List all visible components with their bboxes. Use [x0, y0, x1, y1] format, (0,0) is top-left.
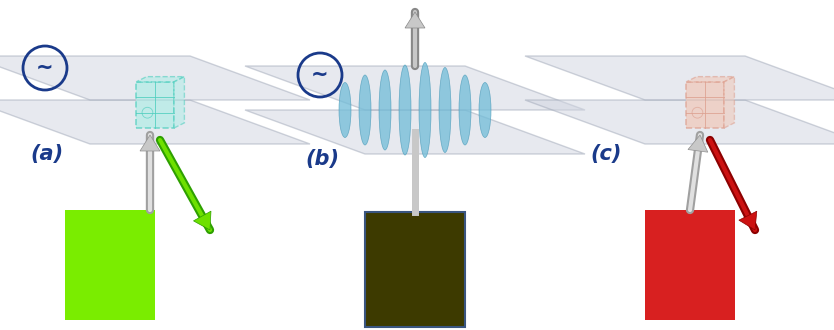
Bar	[65, 210, 155, 320]
Text: ~: ~	[311, 65, 329, 85]
Polygon shape	[174, 77, 184, 128]
Polygon shape	[136, 82, 174, 128]
Polygon shape	[686, 82, 724, 128]
Polygon shape	[686, 77, 735, 82]
Ellipse shape	[459, 75, 471, 145]
Polygon shape	[525, 100, 834, 144]
Text: (a): (a)	[30, 144, 63, 164]
Bar	[645, 210, 735, 320]
Ellipse shape	[339, 82, 351, 138]
Polygon shape	[724, 77, 735, 128]
Polygon shape	[245, 66, 585, 110]
Text: ~: ~	[36, 58, 54, 78]
Polygon shape	[0, 56, 310, 100]
Polygon shape	[136, 77, 184, 82]
Polygon shape	[140, 135, 160, 151]
Polygon shape	[193, 211, 211, 230]
Bar	[365, 212, 465, 327]
Polygon shape	[0, 100, 310, 144]
Ellipse shape	[399, 65, 411, 155]
Polygon shape	[525, 56, 834, 100]
Polygon shape	[688, 135, 708, 152]
Polygon shape	[739, 211, 756, 230]
Text: (b): (b)	[305, 149, 339, 169]
Ellipse shape	[379, 70, 391, 150]
Ellipse shape	[479, 82, 491, 138]
Text: (c): (c)	[590, 144, 621, 164]
Ellipse shape	[439, 68, 451, 152]
Ellipse shape	[419, 62, 431, 157]
Polygon shape	[405, 12, 425, 28]
Ellipse shape	[359, 75, 371, 145]
Polygon shape	[245, 110, 585, 154]
